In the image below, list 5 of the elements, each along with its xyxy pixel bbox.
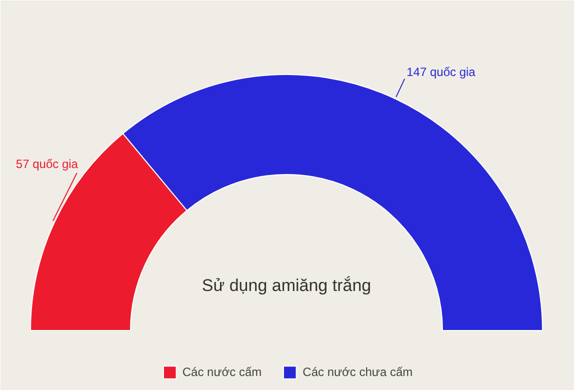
legend-label: Các nước cấm	[182, 365, 262, 379]
legend-label: Các nước chưa cấm	[302, 365, 413, 379]
text: Sử dụng amiăng trắng	[202, 276, 372, 295]
data-label: 147 quốc gia	[406, 64, 476, 79]
data-label: 57 quốc gia	[16, 156, 78, 171]
